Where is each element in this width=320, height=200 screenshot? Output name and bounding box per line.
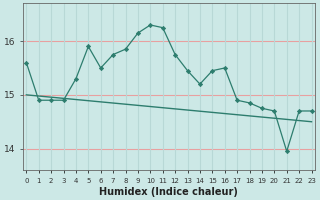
X-axis label: Humidex (Indice chaleur): Humidex (Indice chaleur) xyxy=(100,187,238,197)
